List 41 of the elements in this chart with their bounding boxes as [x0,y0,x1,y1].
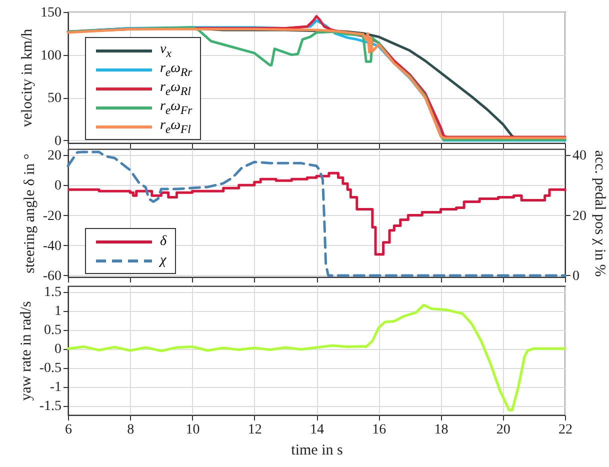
x-tick-label: 20 [496,422,510,438]
y2-tick-label: 20 [572,208,586,224]
y-tick-label: -1 [50,380,62,396]
y-tick-label: 1.5 [44,285,62,300]
y-tick-label: 50 [48,91,62,106]
x-tick-label: 16 [372,422,386,438]
x-axis-title: time in s [291,442,343,458]
y-tick-label: -1.5 [39,399,62,414]
y-axis-title: yaw rate in rad/s [18,301,34,401]
y-axis-title: steering angle δ in ° [22,154,38,274]
y2-tick-label: 40 [572,148,586,164]
y-tick-label: 0.5 [44,323,62,338]
y-tick-label: -40 [42,238,62,254]
legend-label: r$_{e}$ω$_{Fl}$ [160,118,191,136]
y2-axis-title: acc. pedal pos χ in % [592,150,608,277]
legend-label: δ [160,234,167,250]
y2-tick-label: 0 [572,268,580,284]
x-tick-label: 22 [558,422,572,438]
x-tick-label: 14 [310,422,324,438]
legend-label: r$_{e}$ω$_{Rl}$ [160,80,191,98]
y-tick-label: 1 [54,304,62,320]
legend-label: r$_{e}$ω$_{Fr}$ [160,98,192,116]
x-tick-label: 6 [65,422,72,438]
y-axis-title: velocity in km/h [20,28,36,128]
y-tick-label: -20 [42,208,62,224]
y-tick-label: -0.5 [39,361,62,376]
y-tick-label: -60 [42,268,62,284]
legend-label: v$_{x}$ [160,42,172,60]
legend-label: χ [160,252,166,268]
x-tick-label: 18 [434,422,448,438]
y-tick-label: 150 [40,6,62,20]
y-tick-label: 0 [54,178,62,194]
legend-label: r$_{e}$ω$_{Rr}$ [160,60,192,78]
x-tick-label: 10 [186,422,200,438]
y-tick-label: 0 [54,134,62,149]
x-tick-label: 12 [248,422,262,438]
x-tick-label: 8 [127,422,134,438]
y-tick-label: 20 [48,148,62,164]
y-tick-label: 100 [40,48,62,64]
y-tick-label: 0 [54,342,62,358]
line-series [66,304,566,412]
